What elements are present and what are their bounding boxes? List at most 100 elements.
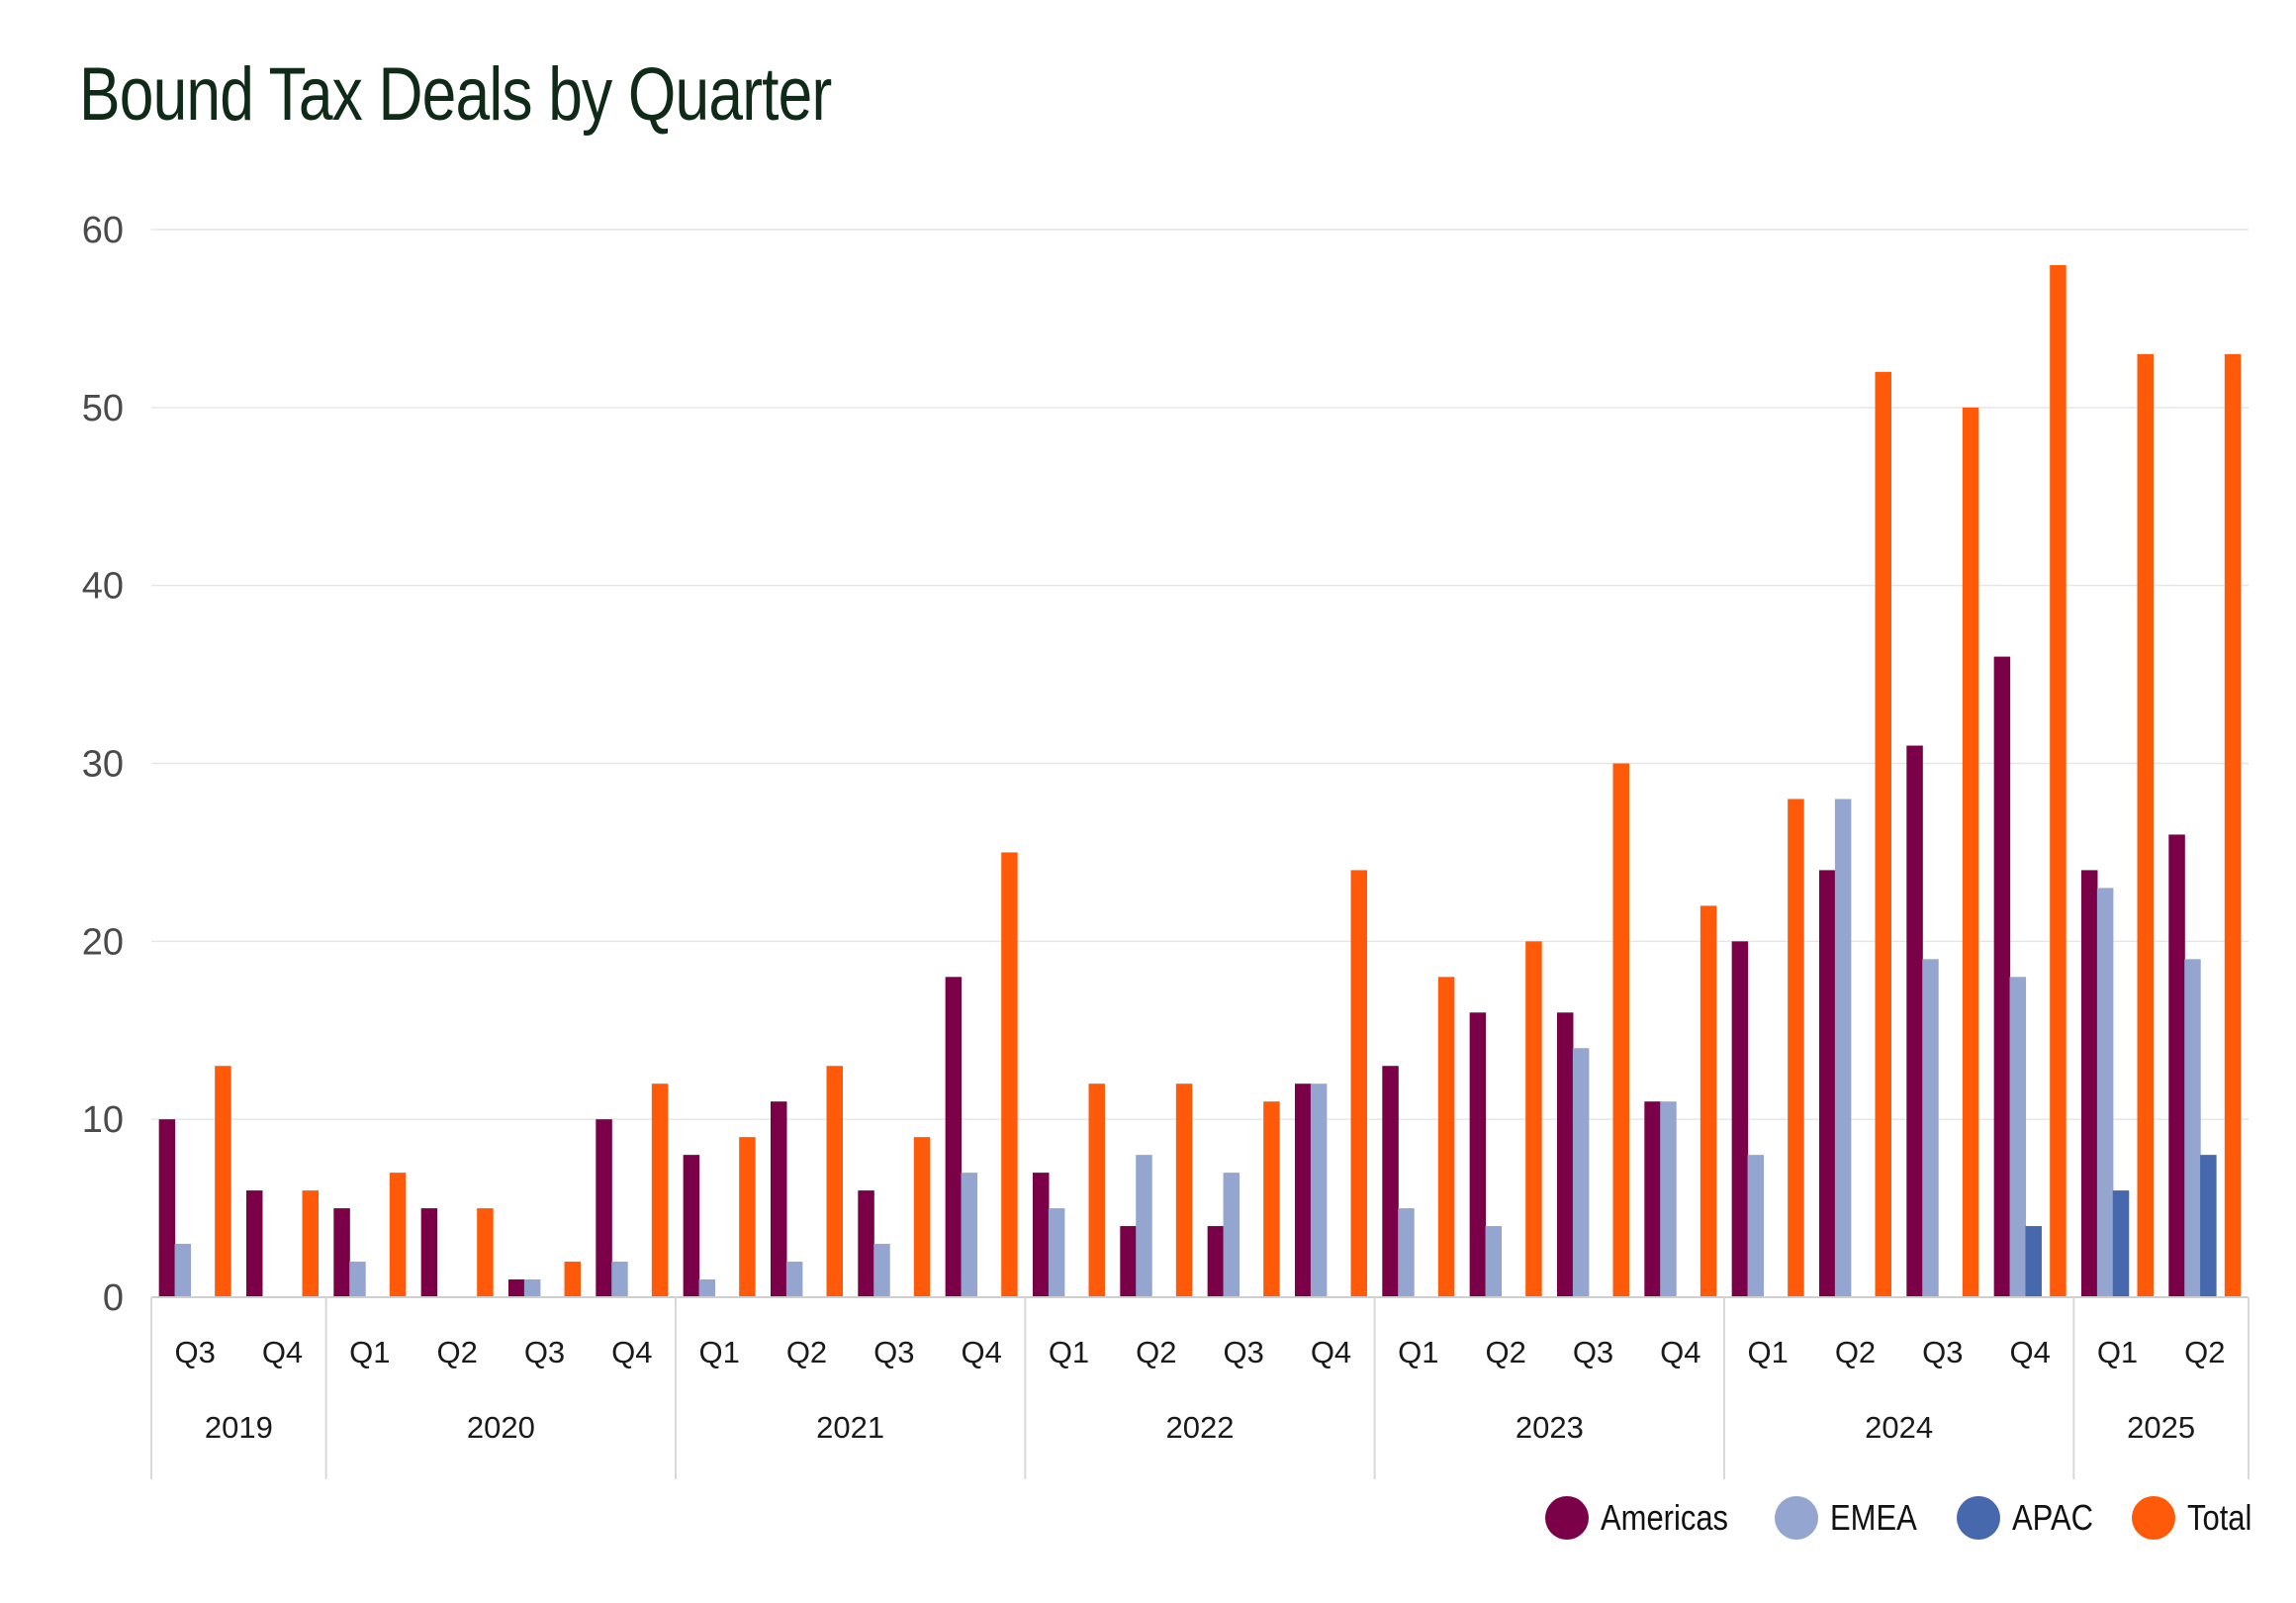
bar-americas [1382,1066,1399,1297]
bar-emea [2184,959,2201,1297]
bar-total [1962,407,1979,1297]
quarter-label: Q2 [2184,1335,2225,1369]
bars [158,264,2242,1298]
y-tick-label: 20 [82,921,124,963]
year-label: 2019 [205,1410,273,1445]
quarter-label: Q1 [2097,1335,2138,1369]
bar-emea [785,1262,803,1297]
legend-label: EMEA [1829,1497,1917,1538]
quarter-label: Q1 [1049,1335,1089,1369]
legend-swatch [1544,1496,1589,1540]
y-tick-label: 10 [82,1099,124,1141]
bar-americas [158,1119,176,1297]
bar-emea [1310,1084,1328,1297]
year-label: 2021 [816,1410,884,1445]
quarter-label: Q1 [349,1335,390,1369]
bar-americas [333,1208,350,1297]
bar-total [1875,371,1892,1297]
bar-americas [2168,834,2185,1297]
bar-total [477,1208,494,1297]
bar-apac [2025,1226,2042,1297]
bar-emea [961,1173,978,1297]
quarter-label: Q4 [2009,1335,2050,1369]
y-tick-label: 50 [82,388,124,429]
bar-total [1612,763,1630,1297]
bar-americas [858,1190,874,1297]
bar-americas [945,977,963,1297]
quarter-label: Q4 [611,1335,652,1369]
year-label: 2020 [467,1410,535,1445]
bar-americas [1294,1084,1312,1297]
bar-total [1088,1084,1106,1297]
bar-emea [698,1279,716,1297]
bar-americas [1207,1226,1225,1297]
quarter-label: Q3 [524,1335,565,1369]
y-tick-label: 40 [82,566,124,608]
bar-emea [1747,1155,1765,1297]
legend-item-total: Total [2131,1496,2254,1540]
quarter-label: Q3 [1223,1335,1263,1369]
bar-americas [507,1279,525,1297]
quarter-label: Q4 [262,1335,303,1369]
bar-total [215,1066,231,1297]
bar-emea [1398,1208,1415,1297]
bar-emea [1223,1173,1240,1297]
bar-total [913,1137,931,1297]
legend-label: Total [2186,1497,2252,1538]
year-label: 2025 [2127,1410,2195,1445]
bar-total [389,1173,407,1297]
x-axis: Q3 Q4 2019 Q1 Q2 Q3 Q4 2020 Q1 Q2 Q3 Q4 2021 Q1 Q2 Q3 Q4… [150,1296,2250,1479]
quarter-label: Q1 [1747,1335,1788,1369]
bar-emea [349,1262,366,1297]
bar-total [2050,264,2066,1297]
bar-americas [1120,1226,1137,1297]
bar-americas [1993,656,2011,1297]
bar-total [739,1137,756,1297]
bar-emea [1922,959,1939,1297]
bar-emea [873,1244,890,1297]
bar-emea [1572,1048,1590,1297]
quarter-label: Q2 [786,1335,827,1369]
year-label: 2024 [1865,1410,1933,1445]
bar-apac [2200,1155,2217,1297]
bar-americas [596,1119,612,1297]
bar-americas [1644,1101,1661,1297]
chart-title: Bound Tax Deals by Quarter [79,52,832,137]
legend-item-emea: EMEA [1774,1496,1923,1540]
quarter-label: Q4 [1311,1335,1351,1369]
y-tick-label: 0 [103,1277,124,1319]
year-label: 2023 [1515,1410,1584,1445]
bar-americas [1731,941,1749,1297]
bar-total [1350,870,1368,1297]
bar-americas [683,1155,700,1297]
legend-swatch [1956,1496,2000,1540]
bar-total [651,1084,669,1297]
bar-total [2137,353,2155,1298]
bar-emea [1136,1155,1152,1297]
bar-total [1001,852,1018,1297]
bar-americas [1469,1012,1487,1297]
bar-emea [2009,977,2027,1297]
bar-total [1699,905,1717,1297]
legend-swatch [1774,1496,1818,1540]
bar-americas [245,1190,263,1297]
bar-emea [1834,799,1852,1297]
quarter-label: Q2 [436,1335,477,1369]
bar-emea [2096,888,2114,1297]
legend-swatch [2131,1496,2175,1540]
bar-total [1175,1084,1193,1297]
legend-item-apac: APAC [1956,1496,2098,1540]
quarter-label: Q1 [1398,1335,1438,1369]
bar-total [564,1262,582,1297]
bar-total [1263,1101,1280,1297]
quarter-label: Q3 [174,1335,215,1369]
quarter-label: Q2 [1485,1335,1525,1369]
bar-total [302,1190,320,1297]
quarter-label: Q4 [1660,1335,1700,1369]
quarter-label: Q2 [1136,1335,1176,1369]
bar-emea [1485,1226,1503,1297]
bar-total [1525,941,1542,1297]
bar-total [1788,799,1804,1297]
bar-total [1437,977,1455,1297]
